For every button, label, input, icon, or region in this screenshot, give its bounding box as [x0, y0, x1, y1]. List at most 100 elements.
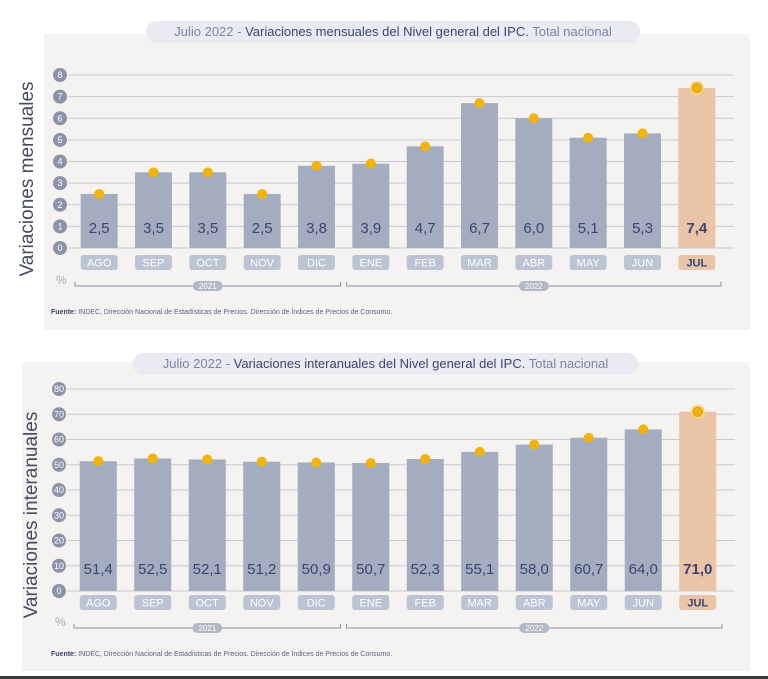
bar: [515, 444, 553, 591]
y-tick-marker: [52, 533, 66, 548]
monthly-variation-panel: Julio 2022 - Variaciones mensuales del N…: [17, 21, 750, 330]
data-point: [311, 160, 322, 171]
title-prefix: Julio 2022 -: [174, 24, 242, 39]
x-tick-label: NOV: [250, 258, 275, 270]
month-box: [624, 255, 661, 270]
x-tick-label: NOV: [250, 598, 275, 610]
bar: [188, 459, 226, 591]
bar: [297, 462, 335, 591]
data-label: 64,0: [629, 561, 658, 578]
bar: [570, 437, 608, 591]
y-tick-marker: [53, 132, 67, 147]
unit-label: %: [55, 615, 66, 629]
x-tick-label: MAY: [577, 258, 601, 270]
x-tick-label: JUL: [686, 258, 707, 270]
year-pill: [192, 623, 223, 633]
bar: [406, 458, 444, 591]
y-tick-label: 80: [54, 384, 64, 394]
x-tick-label: ABR: [523, 598, 546, 610]
annual-chart-svg: 0 10 20 30 40 50 60 70 80 51,4 AGO 52,5 SEP 52,1 OCT 51…: [52, 382, 735, 633]
month-box: [678, 255, 716, 270]
month-box: [515, 595, 553, 610]
data-point: [529, 439, 540, 450]
data-label: 55,1: [465, 561, 494, 578]
data-point: [148, 167, 159, 178]
data-label: 3,8: [306, 220, 327, 237]
month-box: [406, 595, 444, 610]
y-tick-marker: [52, 508, 66, 523]
month-box: [569, 255, 607, 270]
month-box: [297, 595, 335, 610]
data-point: [256, 456, 267, 467]
bar: [679, 411, 717, 591]
month-box: [352, 595, 390, 610]
data-point: [365, 457, 376, 468]
month-box: [134, 595, 172, 610]
month-box: [624, 595, 662, 610]
data-point: [311, 457, 322, 468]
data-label: 6,7: [469, 220, 490, 237]
data-label: 3,9: [360, 220, 381, 237]
data-label: 3,5: [197, 220, 218, 237]
source-label: Fuente:: [51, 651, 77, 658]
data-point: [638, 424, 649, 435]
y-tick-label: 6: [57, 113, 62, 123]
y-tick-label: 10: [54, 561, 64, 571]
month-box: [188, 595, 226, 610]
x-tick-label: FEB: [414, 258, 435, 270]
title-main: Variaciones mensuales del Nivel general …: [245, 24, 529, 39]
title-prefix: Julio 2022 -: [162, 356, 230, 371]
x-tick-label: DIC: [307, 258, 326, 270]
data-point: [692, 406, 703, 417]
x-tick-label: ENE: [360, 258, 383, 270]
x-tick-label: DIC: [307, 598, 326, 610]
data-label: 3,5: [143, 220, 164, 237]
data-label: 52,3: [411, 561, 440, 578]
y-tick-label: 8: [57, 70, 62, 80]
x-tick-label: OCT: [196, 258, 220, 270]
month-box: [298, 255, 335, 270]
y-tick-marker: [53, 176, 67, 191]
month-box: [515, 255, 553, 270]
title-suffix: Total nacional: [532, 24, 612, 39]
y-tick-label: 30: [54, 510, 64, 520]
data-point: [147, 453, 158, 464]
bottom-divider: [0, 676, 768, 679]
year-label: 2022: [525, 624, 543, 633]
x-tick-label: JUN: [633, 598, 654, 610]
year-pill: [192, 281, 223, 291]
data-point: [691, 82, 702, 93]
y-tick-marker: [53, 68, 67, 82]
y-tick-label: 20: [54, 536, 64, 546]
y-tick-marker: [53, 241, 67, 255]
data-point: [528, 113, 539, 124]
month-box: [135, 255, 172, 270]
month-box: [243, 255, 281, 270]
x-tick-label: MAR: [467, 258, 492, 270]
data-point: [474, 98, 485, 109]
month-box: [243, 595, 281, 610]
bar: [352, 163, 390, 248]
data-point: [202, 454, 213, 465]
y-tick-marker: [52, 382, 66, 396]
bar: [678, 87, 716, 248]
x-tick-label: JUL: [687, 598, 708, 610]
data-label: 2,5: [89, 220, 110, 237]
data-label: 52,5: [138, 561, 167, 578]
bar: [79, 461, 117, 591]
bar: [189, 172, 227, 248]
y-tick-label: 40: [54, 485, 64, 495]
unit-label: %: [56, 273, 67, 287]
month-box: [189, 255, 227, 270]
x-tick-label: MAY: [577, 598, 601, 610]
chart-title: Julio 2022 - Variaciones interanuales de…: [133, 353, 638, 375]
x-tick-label: SEP: [142, 598, 164, 610]
x-tick-label: ENE: [359, 598, 382, 610]
source-note: Fuente: INDEC, Dirección Nacional de Est…: [51, 651, 392, 658]
y-tick-marker: [52, 432, 66, 447]
y-tick-marker: [52, 558, 66, 573]
bar: [624, 133, 661, 248]
bar: [135, 172, 172, 248]
title-suffix: Total nacional: [528, 356, 609, 371]
month-box: [570, 595, 608, 610]
